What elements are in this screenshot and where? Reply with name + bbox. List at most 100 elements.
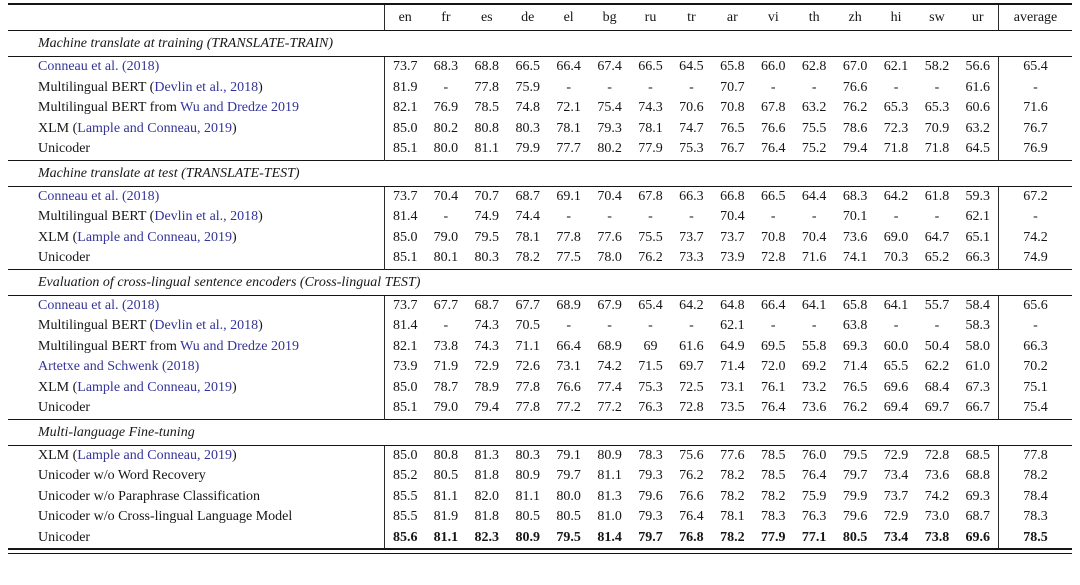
value-cell-th: 64.4 bbox=[801, 188, 827, 204]
value-cell-th: 71.6 bbox=[801, 250, 827, 265]
value-cell-es: 81.1 bbox=[474, 141, 500, 156]
citation-link[interactable]: Lample and Conneau, 2019 bbox=[77, 379, 233, 395]
value-cell-de: 78.1 bbox=[515, 229, 540, 245]
value-cell-ar: 66.8 bbox=[720, 188, 745, 204]
value-cell-es: 79.4 bbox=[474, 400, 500, 415]
value-cell-sw: 65.2 bbox=[924, 250, 950, 265]
value-cell-vi: 77.9 bbox=[761, 529, 786, 545]
value-cell-en: 85.0 bbox=[392, 229, 418, 245]
label-text: XLM ( bbox=[38, 379, 78, 395]
row-label: Multilingual BERT (Devlin et al., 2018) bbox=[8, 207, 385, 228]
citation-link[interactable]: Wu and Dredze 2019 bbox=[180, 338, 299, 354]
value-cell-ru: 71.5 bbox=[638, 359, 663, 374]
value-cell-average: 66.3 bbox=[998, 336, 1072, 357]
citation-link[interactable]: Lample and Conneau, 2019 bbox=[77, 447, 233, 463]
value-cell-tr: 64.5 bbox=[679, 59, 704, 74]
citation-link[interactable]: Artetxe and Schwenk (2018) bbox=[38, 359, 200, 374]
value-cell-zh: 69.3 bbox=[842, 338, 868, 354]
value-cell-bg: - bbox=[607, 209, 612, 224]
section-row: Machine translate at training (TRANSLATE… bbox=[8, 30, 1072, 57]
value-cell-ar: 78.2 bbox=[720, 529, 745, 545]
citation-link[interactable]: Lample and Conneau, 2019 bbox=[77, 120, 233, 136]
value-cell-ar: 62.1 bbox=[720, 318, 745, 333]
value-cell-el: 80.0 bbox=[556, 488, 581, 504]
citation-link[interactable]: Devlin et al., 2018 bbox=[154, 318, 259, 333]
value-cell-ar: 78.2 bbox=[720, 468, 745, 483]
column-header-ar: ar bbox=[711, 4, 753, 31]
label-text: ) bbox=[232, 229, 237, 245]
row-label: Conneau et al. (2018) bbox=[8, 295, 385, 316]
value-cell-tr: - bbox=[689, 318, 694, 333]
value-cell-fr: 67.7 bbox=[433, 297, 459, 313]
citation-link[interactable]: Conneau et al. (2018) bbox=[38, 59, 160, 74]
value-cell-zh: 65.8 bbox=[842, 297, 868, 313]
value-cell-de: 80.9 bbox=[515, 468, 540, 483]
citation-link[interactable]: Conneau et al. (2018) bbox=[38, 188, 160, 204]
value-cell-en: 85.1 bbox=[392, 250, 418, 265]
citation-link[interactable]: Devlin et al., 2018 bbox=[154, 209, 259, 224]
value-cell-fr: 80.2 bbox=[433, 120, 459, 136]
value-cell-hi: 69.4 bbox=[883, 400, 909, 415]
value-cell-average: 78.2 bbox=[998, 466, 1072, 487]
value-cell-ur: 63.2 bbox=[965, 120, 990, 136]
value-cell-zh: 76.6 bbox=[842, 79, 868, 95]
table-row: Unicoder 85.1 80.0 81.1 79.9 77.7 80.2 77.9 75.3… bbox=[8, 139, 1072, 160]
value-cell-vi: 78.2 bbox=[761, 488, 786, 504]
column-header-es: es bbox=[466, 4, 508, 31]
value-cell-el: 68.9 bbox=[556, 297, 581, 313]
table-row: Unicoder w/o Cross-lingual Language Mode… bbox=[8, 507, 1072, 528]
citation-link[interactable]: Conneau et al. (2018) bbox=[38, 297, 160, 313]
value-cell-ru: 79.3 bbox=[638, 468, 663, 483]
value-cell-tr: 72.5 bbox=[679, 379, 704, 395]
value-cell-de: 78.2 bbox=[515, 250, 540, 265]
table-row: Unicoder w/o Word Recovery 85.2 80.5 81.8 80… bbox=[8, 466, 1072, 487]
value-cell-average: 75.4 bbox=[998, 398, 1072, 419]
value-cell-sw: - bbox=[934, 318, 940, 333]
column-header-vi: vi bbox=[752, 4, 794, 31]
value-cell-ar: 78.2 bbox=[720, 488, 745, 504]
value-cell-de: 68.7 bbox=[515, 188, 540, 204]
value-cell-vi: 76.4 bbox=[761, 400, 786, 415]
value-cell-zh: 79.5 bbox=[842, 447, 868, 463]
value-cell-sw: 58.2 bbox=[924, 59, 950, 74]
section-row: Machine translate at test (TRANSLATE-TES… bbox=[8, 159, 1072, 187]
value-cell-bg: 77.4 bbox=[597, 379, 622, 395]
value-cell-th: 77.1 bbox=[801, 529, 827, 545]
value-cell-th: - bbox=[811, 209, 817, 224]
value-cell-tr: 76.8 bbox=[679, 529, 704, 545]
column-header-sw: sw bbox=[916, 4, 958, 31]
citation-link[interactable]: Devlin et al., 2018 bbox=[154, 79, 259, 95]
value-cell-fr: 80.0 bbox=[433, 141, 459, 156]
value-cell-es: 74.9 bbox=[474, 209, 500, 224]
label-text: Multilingual BERT from bbox=[38, 338, 181, 354]
value-cell-ar: 73.9 bbox=[720, 250, 745, 265]
value-cell-tr: 75.6 bbox=[679, 447, 704, 463]
value-cell-zh: 76.2 bbox=[842, 100, 868, 115]
value-cell-ur: 66.7 bbox=[965, 400, 990, 415]
value-cell-ru: 78.1 bbox=[638, 120, 663, 136]
table-row: XLM (Lample and Conneau, 2019) 85.0 80.8 81… bbox=[8, 445, 1072, 466]
value-cell-ur: 65.1 bbox=[965, 229, 990, 245]
results-table: en fr es de el bg ru tr ar vi th zh hi sw ur average Ma… bbox=[8, 3, 1072, 550]
value-cell-fr: - bbox=[443, 209, 449, 224]
label-text: Multilingual BERT ( bbox=[38, 209, 155, 224]
value-cell-bg: 78.0 bbox=[597, 250, 622, 265]
section-title: Evaluation of cross-lingual sentence enc… bbox=[8, 268, 1072, 296]
value-cell-fr: 68.3 bbox=[433, 59, 459, 74]
value-cell-ru: - bbox=[648, 79, 653, 95]
value-cell-en: 81.4 bbox=[392, 209, 418, 224]
value-cell-th: 76.0 bbox=[801, 447, 827, 463]
value-cell-hi: 71.8 bbox=[883, 141, 909, 156]
value-cell-fr: 80.1 bbox=[433, 250, 459, 265]
citation-link[interactable]: Lample and Conneau, 2019 bbox=[77, 229, 233, 245]
value-cell-ru: 79.7 bbox=[638, 529, 663, 545]
table-row: Unicoder 85.1 80.1 80.3 78.2 77.5 78.0 76.2 73.3… bbox=[8, 248, 1072, 269]
value-cell-es: 70.7 bbox=[474, 188, 500, 204]
value-cell-es: 80.3 bbox=[474, 250, 500, 265]
label-text: Multilingual BERT from bbox=[38, 100, 181, 115]
value-cell-vi: 76.6 bbox=[761, 120, 786, 136]
value-cell-de: 70.5 bbox=[515, 318, 540, 333]
table-row: Unicoder 85.1 79.0 79.4 77.8 77.2 77.2 76.3 72.8… bbox=[8, 398, 1072, 419]
row-label: Unicoder w/o Paraphrase Classification bbox=[8, 486, 385, 507]
citation-link[interactable]: Wu and Dredze 2019 bbox=[180, 100, 299, 115]
